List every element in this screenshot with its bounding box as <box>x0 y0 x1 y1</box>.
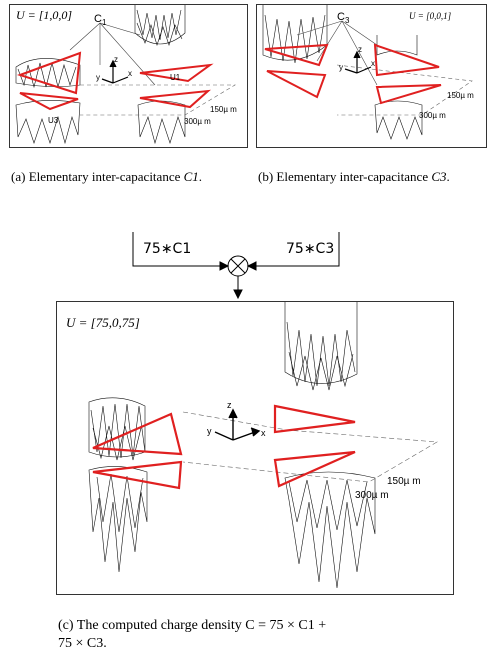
dist-300-c: 300µ m <box>355 490 389 501</box>
axes-b <box>344 50 372 74</box>
mesh-right-b <box>376 35 418 56</box>
triangle-right-upper <box>139 63 214 83</box>
triangle-c-right-upper <box>273 404 356 434</box>
mesh-c-top <box>284 302 358 384</box>
panel-b-drawing <box>262 5 473 140</box>
axis-z-c: z <box>227 400 232 410</box>
triangle-right-lower <box>139 89 211 109</box>
dist-300-a: 300µ m <box>184 117 211 126</box>
dist-300-b: 300µ m <box>419 111 446 120</box>
c3-tag: C3 <box>337 11 350 26</box>
triangle-left-lower <box>19 92 79 111</box>
right-input-label: 75∗C3 <box>286 241 335 257</box>
u-label-c: U = [75,0,75] <box>66 315 140 330</box>
panel-b: U = [0,0,1] C3 150µ m 300µ m z x y <box>256 4 487 148</box>
mesh-right-lower-b <box>374 100 423 140</box>
dist-150-b: 150µ m <box>447 91 474 100</box>
u-label-a: U = [1,0,0] <box>16 8 73 22</box>
caption-c-line2: 75 × C3. <box>58 636 107 651</box>
mesh-top <box>134 5 186 45</box>
triangle-left-lower-b <box>266 70 327 99</box>
axis-z-b: z <box>358 45 362 54</box>
triangle-right-lower-b <box>375 84 442 105</box>
c1-tag: C1 <box>94 13 107 28</box>
dashed-connectors <box>182 411 438 483</box>
mesh-left-lower <box>15 100 81 145</box>
axis-x-a: x <box>128 69 132 78</box>
caption-b: (b) Elementary inter-capacitance C3. <box>258 169 450 184</box>
triangle-left-upper <box>16 51 82 95</box>
panel-a: U = [1,0,0] C1 U1 U3 150µ m 300µ m z x y <box>9 4 248 148</box>
right-input-bracket <box>250 232 340 267</box>
axis-y-a: y <box>96 73 100 82</box>
dist-150-a: 150µ m <box>210 105 237 114</box>
triangle-c-right-lower <box>273 450 356 488</box>
axes-c <box>214 408 261 441</box>
triangle-c-left-lower <box>92 460 183 490</box>
mesh-right-lower <box>137 100 186 145</box>
combiner-diagram <box>132 232 340 300</box>
left-input-bracket <box>132 232 226 267</box>
axis-y-c: y <box>207 426 212 436</box>
axes-a <box>101 59 129 84</box>
caption-a: (a) Elementary inter-capacitance C1. <box>11 169 203 184</box>
u3-tag: U3 <box>48 116 59 125</box>
u1-tag: U1 <box>170 73 181 82</box>
triangle-right-upper-b <box>373 43 440 77</box>
axis-z-a: z <box>114 55 118 64</box>
dist-150-c: 150µ m <box>387 476 421 487</box>
left-input-label: 75∗C1 <box>143 241 192 257</box>
panel-a-drawing <box>15 5 237 145</box>
panel-c-drawing <box>88 302 438 589</box>
u-label-b: U = [0,0,1] <box>409 11 452 21</box>
axis-x-c: x <box>261 428 266 438</box>
triangle-c-left-upper <box>92 412 183 456</box>
caption-c: (c) The computed charge density C = 75 ×… <box>58 617 458 653</box>
axis-x-b: x <box>371 59 375 68</box>
axis-y-b: y <box>339 63 343 72</box>
mesh-c-left-lower <box>88 466 148 573</box>
panel-c: U = [75,0,75] 150µ m 300µ m z x y <box>56 301 454 595</box>
triangle-left-b <box>264 43 329 67</box>
caption-c-line1: (c) The computed charge density C = 75 ×… <box>58 618 327 633</box>
